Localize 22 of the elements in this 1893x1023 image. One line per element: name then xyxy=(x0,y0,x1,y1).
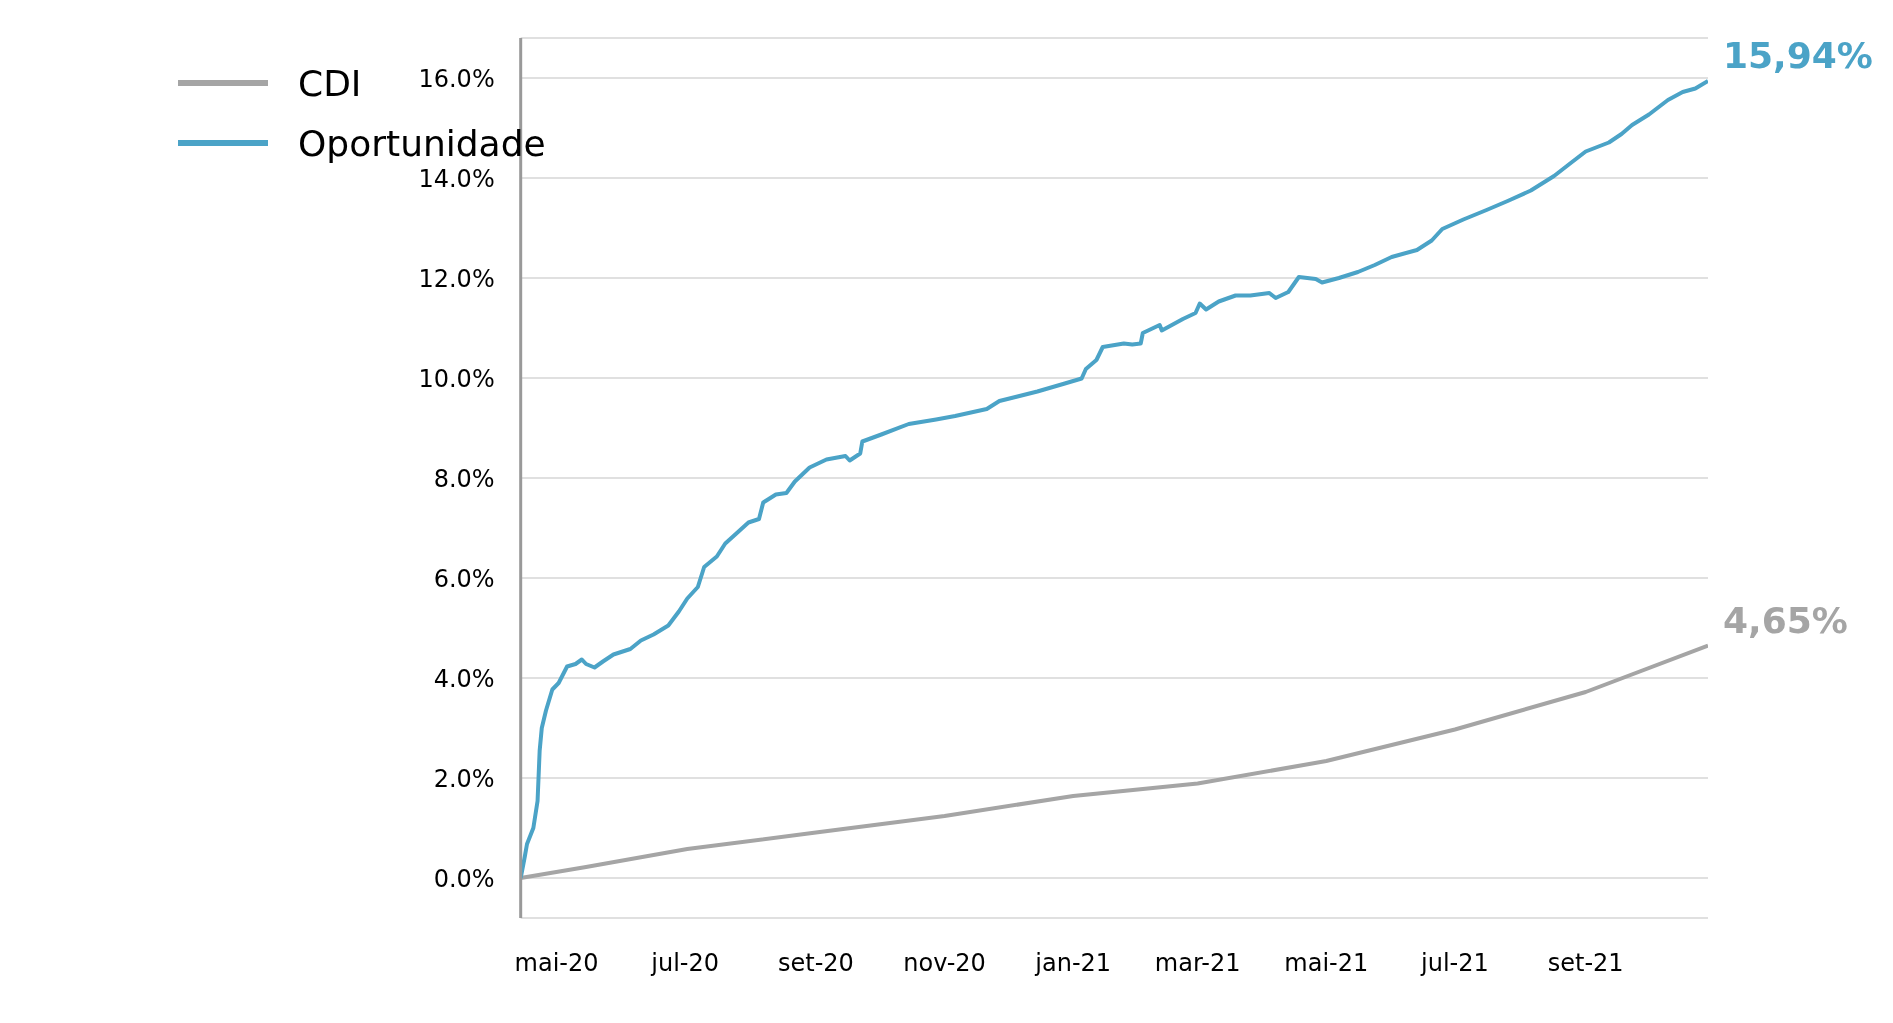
x-tick-label: mai-20 xyxy=(514,949,599,978)
annotation: 4,65% xyxy=(1723,599,1848,641)
y-tick-label: 10.0% xyxy=(418,364,495,393)
x-tick-label: mar-21 xyxy=(1154,949,1241,978)
y-tick-label: 12.0% xyxy=(418,264,495,293)
y-tick-label: 14.0% xyxy=(418,164,495,193)
x-tick-label: nov-20 xyxy=(903,949,986,978)
y-tick-label: 0.0% xyxy=(433,864,495,893)
x-tick-label: jul-20 xyxy=(650,949,720,978)
x-tick-label: jul-21 xyxy=(1420,949,1489,978)
y-tick-label: 8.0% xyxy=(433,464,495,493)
y-tick-label: 6.0% xyxy=(433,564,495,593)
x-tick-label: set-20 xyxy=(777,949,854,978)
annotation: 15,94% xyxy=(1723,35,1873,76)
legend-label: Oportunidade xyxy=(298,122,546,164)
legend-label: CDI xyxy=(298,62,362,104)
x-tick-label: mai-21 xyxy=(1284,949,1369,978)
y-tick-label: 4.0% xyxy=(433,664,495,693)
x-tick-label: jan-21 xyxy=(1034,949,1112,978)
y-tick-label: 2.0% xyxy=(433,764,495,793)
y-tick-label: 16.0% xyxy=(418,64,495,93)
x-tick-label: set-21 xyxy=(1547,949,1624,978)
